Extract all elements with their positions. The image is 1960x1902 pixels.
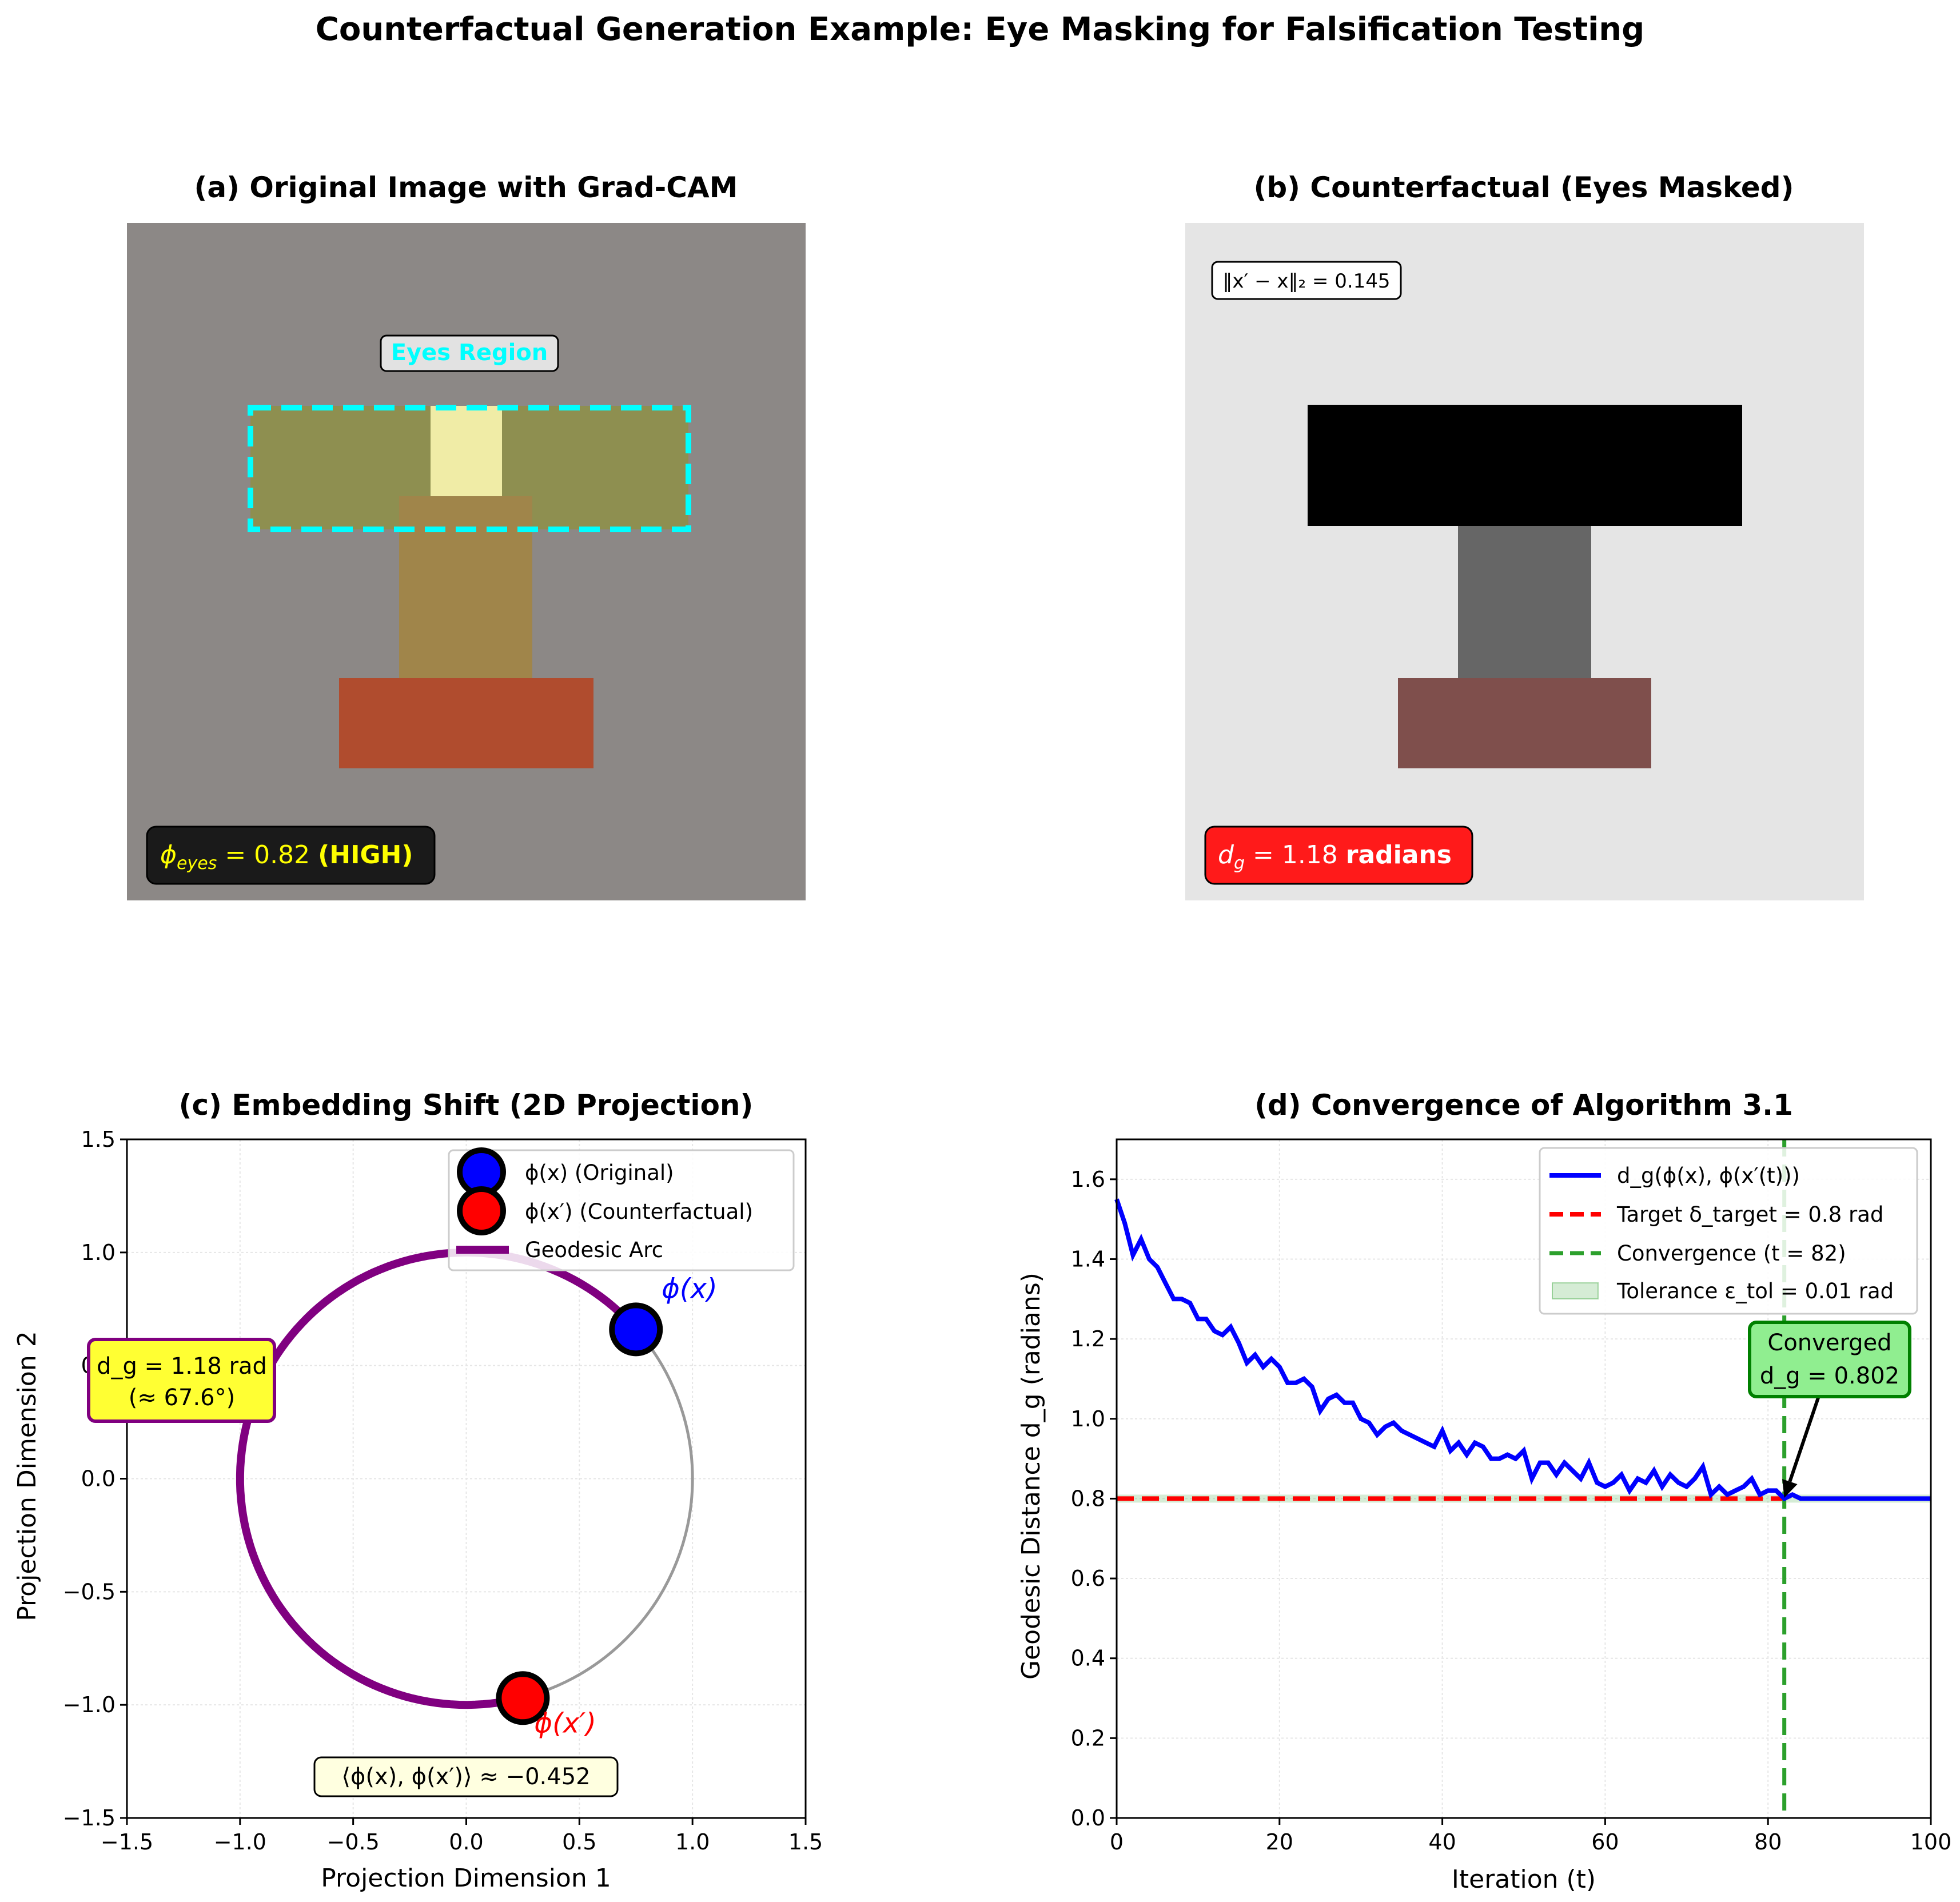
legend-counterfactual-marker — [457, 1186, 506, 1235]
original-point-label: ϕ(x) — [662, 1273, 718, 1305]
panel-d-ylabel: Geodesic Distance d_g (radians) — [1017, 1273, 1046, 1680]
dg-symbol: d — [1218, 840, 1234, 870]
x-tick-label: 0 — [1110, 1829, 1124, 1855]
dg-rad-box — [87, 1338, 276, 1423]
panel-d-axes-frame — [1116, 1138, 1932, 1819]
x-tick-label: −1.0 — [214, 1829, 266, 1855]
eyes-region-box — [248, 405, 691, 532]
norm-label: ‖x′ − x‖₂ = 0.145 — [1222, 270, 1390, 293]
panel-b-eyes-masked — [1308, 405, 1742, 526]
original-point — [609, 1302, 663, 1357]
y-tick-label: 0.8 — [1071, 1486, 1105, 1511]
panel-d: (d) Convergence of Algorithm 3.1 0 20 40 60… — [1017, 1088, 1951, 1894]
converged-box — [1748, 1321, 1911, 1398]
dg-value: = 1.18 — [1245, 840, 1346, 870]
dg-rad-line2: (≈ 67.6°) — [129, 1385, 236, 1411]
x-tick-label: 1.0 — [675, 1829, 710, 1855]
x-tick-label: −1.5 — [101, 1829, 153, 1855]
phi-eyes-note: (HIGH) — [318, 840, 413, 870]
y-tick-label: 1.0 — [81, 1240, 115, 1265]
legend-tolerance-patch — [1552, 1282, 1599, 1299]
dg-radians-box — [1204, 826, 1473, 885]
phi-eyes-annotation: ϕeyes = 0.82 (HIGH) — [160, 840, 413, 874]
y-tick-label: 1.6 — [1071, 1167, 1105, 1192]
panel-d-title: (d) Convergence of Algorithm 3.1 — [1254, 1088, 1793, 1122]
x-tick-label: 100 — [1910, 1829, 1952, 1855]
panel-c-axes-frame — [126, 1138, 807, 1819]
panel-c-xlabel: Projection Dimension 1 — [321, 1864, 611, 1893]
y-tick-label: 1.5 — [81, 1127, 115, 1152]
y-tick-label: −1.0 — [63, 1692, 115, 1717]
converged-line1: Converged — [1767, 1330, 1891, 1356]
dg-radians-annotation: dg = 1.18 radians — [1218, 840, 1452, 874]
phi-eyes-box — [146, 826, 436, 885]
dg-rad-line1: d_g = 1.18 rad — [97, 1353, 267, 1379]
inner-product-label: ⟨ϕ(x), ϕ(x′)⟩ ≈ −0.452 — [341, 1764, 590, 1790]
eyes-region-label: Eyes Region — [391, 340, 548, 366]
inner-product-box — [313, 1756, 619, 1797]
dg-subscript: g — [1234, 854, 1245, 874]
y-tick-label: 1.0 — [1071, 1406, 1105, 1432]
panel-d-legend — [1539, 1147, 1918, 1315]
y-tick-label: 0.0 — [1071, 1805, 1105, 1831]
legend-curve-label: d_g(ϕ(x), ϕ(x′(t))) — [1617, 1163, 1800, 1188]
y-tick-label: 0.2 — [1071, 1725, 1105, 1751]
y-tick-label: 0.6 — [1071, 1566, 1105, 1591]
y-tick-label: 0.0 — [81, 1466, 115, 1492]
x-tick-label: 0.0 — [449, 1829, 483, 1855]
panel-a-title: (a) Original Image with Grad-CAM — [194, 171, 738, 204]
panel-b-mouth — [1398, 678, 1651, 768]
converged-arrowhead — [1782, 1479, 1798, 1498]
x-tick-label: 40 — [1428, 1829, 1456, 1855]
eyes-region-label-box — [380, 334, 559, 372]
dg-unit: radians — [1346, 840, 1452, 870]
phi-eyes-subscript: eyes — [177, 854, 217, 874]
y-tick-label: 1.2 — [1071, 1326, 1105, 1351]
converged-line2: d_g = 0.802 — [1760, 1363, 1899, 1389]
x-tick-label: 60 — [1591, 1829, 1619, 1855]
distance-curve — [1114, 1198, 1931, 1502]
x-tick-label: −0.5 — [327, 1829, 380, 1855]
legend-convergence-label: Convergence (t = 82) — [1617, 1241, 1846, 1266]
phi-eyes-symbol: ϕ — [160, 840, 177, 870]
panel-d-xlabel: Iteration (t) — [1452, 1865, 1596, 1894]
x-tick-label: 1.5 — [788, 1829, 823, 1855]
panel-b-title: (b) Counterfactual (Eyes Masked) — [1254, 171, 1794, 204]
norm-label-box — [1211, 261, 1402, 300]
x-tick-label: 80 — [1754, 1829, 1782, 1855]
converged-arrow — [1788, 1397, 1820, 1482]
panel-a-nose-bright — [431, 406, 502, 496]
counterfactual-point — [496, 1671, 550, 1725]
y-tick-label: 1.4 — [1071, 1246, 1105, 1271]
y-tick-label: 0.4 — [1071, 1646, 1105, 1671]
panel-c-ticks: −1.5−1.0−0.50.00.51.01.5−1.5−1.0−0.50.00… — [63, 1127, 823, 1855]
phi-eyes-value: = 0.82 — [217, 840, 318, 870]
y-tick-label: −1.5 — [63, 1805, 115, 1831]
panel-b-nose — [1458, 526, 1591, 678]
counterfactual-point-label: ϕ(x′) — [534, 1707, 596, 1739]
x-tick-label: 20 — [1266, 1829, 1293, 1855]
panel-c-ylabel: Projection Dimension 2 — [13, 1331, 42, 1621]
y-tick-label: −0.5 — [63, 1579, 115, 1604]
figure-title: Counterfactual Generation Example: Eye M… — [316, 11, 1645, 48]
legend-target-label: Target δ_target = 0.8 rad — [1616, 1202, 1883, 1227]
legend-counterfactual-label: ϕ(x′) (Counterfactual) — [525, 1199, 753, 1224]
panel-d-ticks: 0 20 40 60 80 100 0.0 0.2 0.4 0.6 0.8 1.0 1.2 1.4 1.6 — [1071, 1167, 1952, 1855]
panel-c-title: (c) Embedding Shift (2D Projection) — [179, 1088, 754, 1122]
legend-arc-label: Geodesic Arc — [525, 1238, 663, 1262]
panel-a: (a) Original Image with Grad-CAM Eyes Re… — [127, 171, 806, 900]
x-tick-label: 0.5 — [562, 1829, 596, 1855]
panel-c: (c) Embedding Shift (2D Projection) −1.5… — [13, 1088, 823, 1893]
panel-c-legend — [448, 1149, 795, 1271]
legend-original-label: ϕ(x) (Original) — [525, 1161, 674, 1185]
panel-a-nose-body — [399, 496, 532, 678]
panel-a-mouth — [339, 678, 593, 768]
legend-tolerance-label: Tolerance ε_tol = 0.01 rad — [1616, 1279, 1894, 1303]
panel-b: (b) Counterfactual (Eyes Masked) ‖x′ − x… — [1185, 171, 1864, 900]
